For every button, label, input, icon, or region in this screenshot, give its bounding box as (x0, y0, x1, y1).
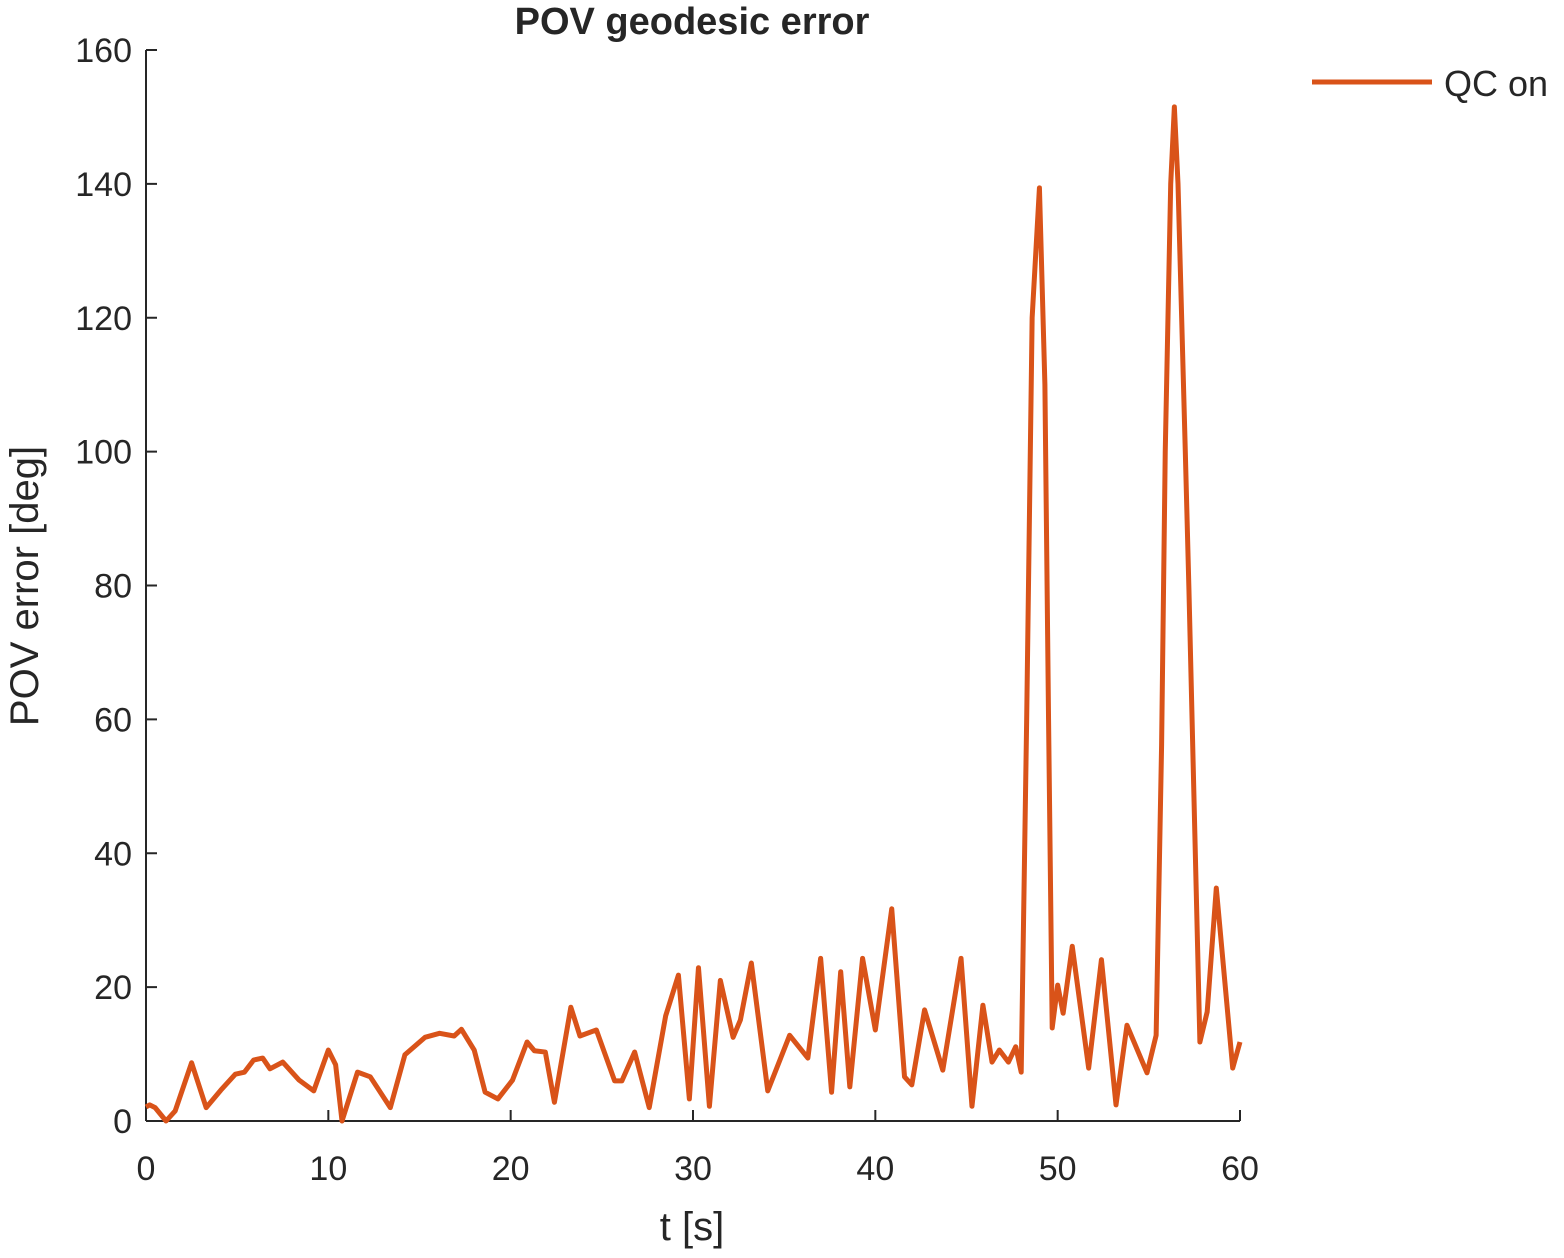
data-line (144, 104, 1243, 1124)
y-tick-label: 100 (75, 434, 132, 472)
x-tick-label: 30 (674, 1150, 712, 1188)
y-tick-label: 20 (94, 969, 132, 1007)
x-tick-label: 40 (856, 1150, 894, 1188)
chart-title: POV geodesic error (515, 1, 870, 43)
x-axis-label: t [s] (660, 1205, 724, 1249)
y-tick-label: 140 (75, 166, 132, 204)
y-tick-label: 40 (94, 835, 132, 873)
x-tick-label: 50 (1039, 1150, 1077, 1188)
x-tick-label: 60 (1221, 1150, 1259, 1188)
x-tick-label: 10 (309, 1150, 347, 1188)
y-tick-label: 80 (94, 568, 132, 606)
x-tick-label: 0 (137, 1150, 156, 1188)
y-tick-label: 120 (75, 300, 132, 338)
x-tick-label: 20 (492, 1150, 530, 1188)
legend-label: QC on (1444, 63, 1548, 104)
y-tick-label: 160 (75, 32, 132, 70)
y-tick-label: 0 (113, 1103, 132, 1141)
y-tick-label: 60 (94, 701, 132, 739)
y-axis-label: POV error [deg] (3, 446, 47, 726)
